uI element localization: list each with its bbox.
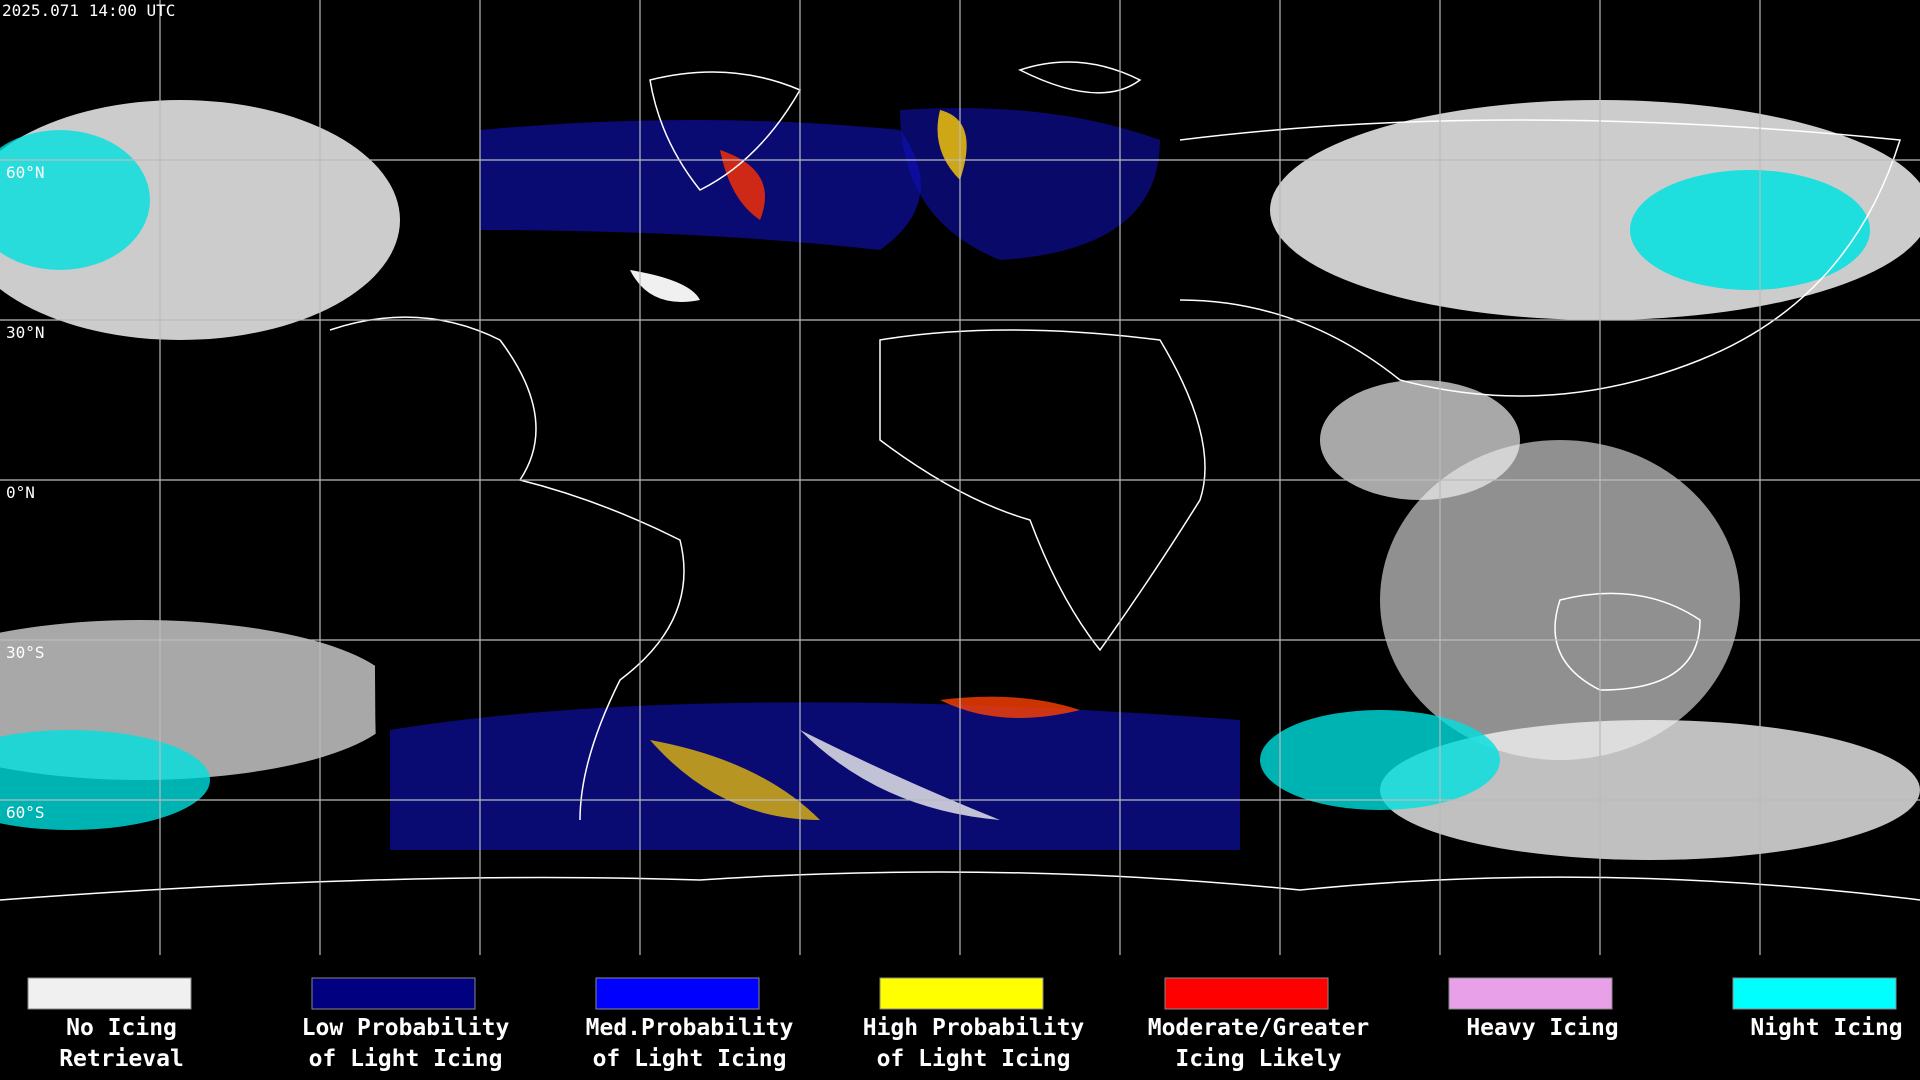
legend-label: Low Probability [302, 1015, 510, 1041]
legend-swatch [1164, 977, 1329, 1010]
coastline [1018, 61, 1142, 94]
legend-label: of Light Icing [877, 1046, 1071, 1072]
legend-label: of Light Icing [593, 1046, 787, 1072]
timestamp: 2025.071 14:00 UTC [2, 1, 175, 20]
cloud-area [630, 270, 700, 302]
legend: No Icing Retrieval Low Probability of Light… [27, 977, 1903, 1072]
day-disk [375, 100, 1240, 850]
icing-area [390, 702, 1240, 850]
legend-swatch [1448, 977, 1613, 1010]
icing-area [480, 120, 921, 250]
latitude-label: 0°N [6, 483, 35, 502]
coastline [0, 871, 1920, 901]
coastline [879, 329, 1206, 652]
latitude-labels: 60°N 30°N 0°N 30°S 60°S [6, 163, 45, 822]
night-area [0, 130, 150, 270]
night-area [1260, 710, 1500, 810]
latitude-label: 60°N [6, 163, 45, 182]
legend-label: Moderate/Greater [1148, 1015, 1370, 1041]
icing-area [720, 150, 765, 220]
icing-area [940, 696, 1080, 718]
legend-swatch [879, 977, 1044, 1010]
legend-swatch [311, 977, 476, 1010]
legend-label: High Probability [863, 1015, 1085, 1041]
coastline [649, 71, 802, 191]
legend-swatch [27, 977, 192, 1010]
coastline [1179, 119, 1901, 397]
night-area [1630, 170, 1870, 290]
latitude-label: 30°S [6, 643, 45, 662]
cloud-area [1320, 380, 1520, 500]
cloud-area [1380, 720, 1920, 860]
cloud-field [0, 100, 1920, 860]
disk-region [375, 100, 1240, 850]
legend-label: Retrieval [59, 1046, 184, 1072]
legend-label: Night Icing [1750, 1015, 1902, 1041]
latitude-label: 60°S [6, 803, 45, 822]
coastline [1554, 592, 1701, 691]
legend-label: No Icing [66, 1015, 177, 1041]
legend-swatch [1732, 977, 1897, 1010]
legend-label: Med.Probability [586, 1015, 794, 1041]
graticule [0, 0, 1920, 955]
night-area [0, 730, 210, 830]
coastline [329, 316, 685, 821]
legend-label: of Light Icing [309, 1046, 503, 1072]
coastlines [0, 61, 1920, 901]
legend-swatch [595, 977, 760, 1010]
icing-area [937, 110, 967, 180]
latitude-label: 30°N [6, 323, 45, 342]
legend-label: Heavy Icing [1466, 1015, 1618, 1041]
legend-label: Icing Likely [1175, 1046, 1341, 1072]
